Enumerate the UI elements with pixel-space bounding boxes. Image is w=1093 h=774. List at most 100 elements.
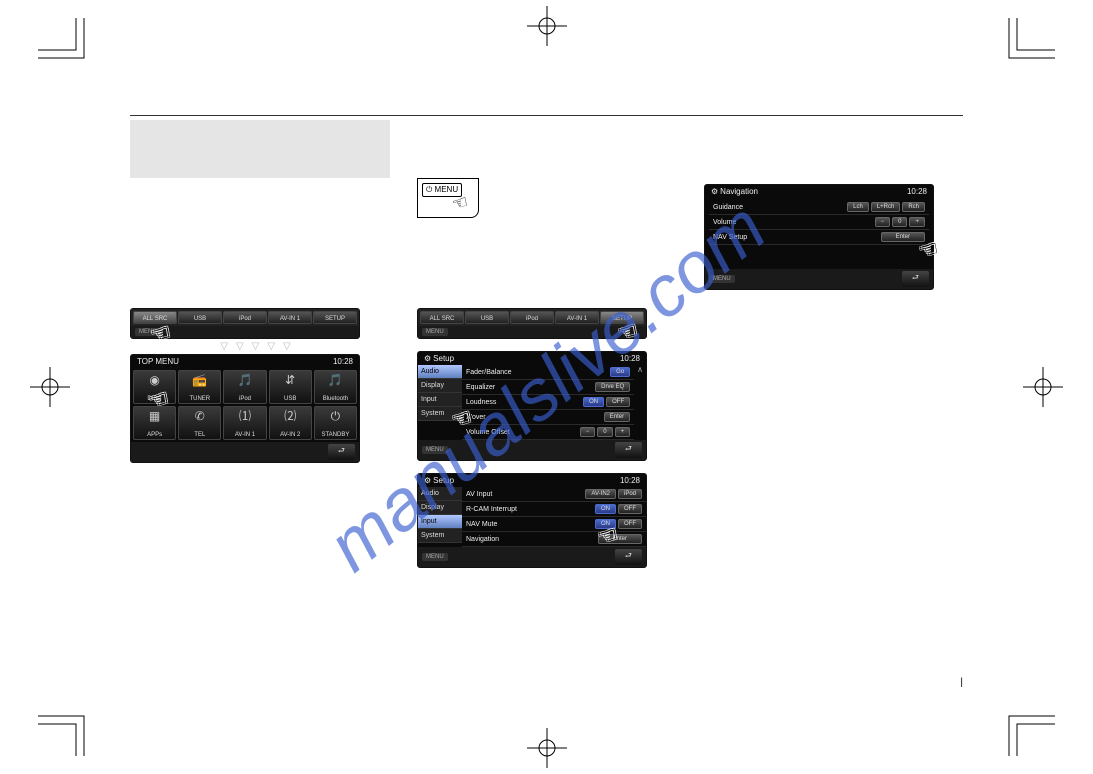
setting-label: AV Input: [466, 491, 492, 498]
tab-ipod[interactable]: iPod: [510, 311, 554, 324]
hand-icon: ☜: [450, 191, 471, 215]
back-button[interactable]: ⮐: [902, 271, 929, 287]
setup-input-screen: Setup 10:28 AudioDisplayInputSystem AV In…: [417, 473, 647, 568]
setting-label: Equalizer: [466, 384, 495, 391]
option-button[interactable]: OFF: [618, 519, 642, 529]
option-button[interactable]: Go: [610, 367, 630, 377]
column-1: ALL SRC USB iPod AV-IN 1 SETUP MENU ☜ ▽▽…: [130, 178, 389, 568]
source-bluetooth[interactable]: 🎵Bluetooth: [314, 370, 357, 404]
column-3: Navigation 10:28 Guidance LchL+RchRch Volum…: [704, 178, 963, 568]
option-button[interactable]: Rch: [902, 202, 925, 212]
option-button[interactable]: −: [580, 427, 596, 437]
heading-placeholder: [130, 120, 390, 178]
option-button[interactable]: iPod: [618, 489, 642, 499]
option-button[interactable]: 0: [892, 217, 907, 227]
shortcut-bar-screen: ALL SRC USB iPod AV-IN 1 SETUP MENU ☜: [130, 308, 360, 339]
setting-row: AV Input AV-IN2iPod: [462, 487, 646, 502]
crop-mark-br: [1005, 706, 1055, 756]
setting-row: Fader/Balance Go: [462, 365, 634, 380]
setting-row: NAV SetupEnter: [709, 230, 929, 245]
setting-label: Navigation: [466, 536, 499, 543]
option-button[interactable]: ON: [595, 504, 616, 514]
option-button[interactable]: 0: [597, 427, 612, 437]
tab-usb[interactable]: USB: [465, 311, 509, 324]
clock: 10:28: [333, 357, 353, 366]
menu-chip: MENU: [709, 275, 735, 283]
clock: 10:28: [907, 187, 927, 196]
reg-mark-right: [1023, 367, 1063, 407]
navigation-screen: Navigation 10:28 Guidance LchL+RchRch Volum…: [704, 184, 934, 290]
setting-row: NAV MuteONOFF: [462, 517, 646, 532]
tab-usb[interactable]: USB: [178, 311, 222, 324]
setup-title: Setup: [424, 354, 454, 363]
option-button[interactable]: OFF: [606, 397, 630, 407]
tab-setup[interactable]: SETUP: [313, 311, 357, 324]
source-standby[interactable]: ⏻STANDBY: [314, 406, 357, 440]
crop-mark-tl: [38, 18, 88, 68]
crop-mark-tr: [1005, 18, 1055, 68]
tab-avin1[interactable]: AV-IN 1: [555, 311, 599, 324]
tab-avin1[interactable]: AV-IN 1: [268, 311, 312, 324]
option-button[interactable]: +: [909, 217, 925, 227]
sidetab-audio[interactable]: Audio: [418, 365, 462, 379]
top-menu-title: TOP MENU: [137, 357, 179, 366]
crop-mark-bl: [38, 706, 88, 756]
menu-chip: MENU: [422, 328, 448, 336]
option-button[interactable]: ON: [583, 397, 604, 407]
setting-row: Guidance LchL+RchRch: [709, 200, 929, 215]
setup-title: Setup: [424, 476, 454, 485]
setting-label: Volume: [713, 219, 736, 226]
option-button[interactable]: OFF: [618, 504, 642, 514]
option-button[interactable]: +: [615, 427, 631, 437]
sidetab-display[interactable]: Display: [418, 501, 462, 515]
sidetab-display[interactable]: Display: [418, 379, 462, 393]
source-av-in 1[interactable]: ⑴AV-IN 1: [223, 406, 266, 440]
setting-label: Guidance: [713, 204, 743, 211]
setting-label: Fader/Balance: [466, 369, 512, 376]
setting-label: Loudness: [466, 399, 496, 406]
page-content: ALL SRC USB iPod AV-IN 1 SETUP MENU ☜ ▽▽…: [130, 115, 963, 674]
reg-mark-bottom: [527, 728, 567, 768]
source-usb[interactable]: ⇵USB: [269, 370, 312, 404]
back-button[interactable]: ⮐: [615, 442, 642, 458]
setting-row: X'overEnter: [462, 410, 634, 425]
shortcut-bar-screen-2: ALL SRC USB iPod AV-IN 1 SETUP MENU ☜: [417, 308, 647, 339]
option-button[interactable]: Lch: [847, 202, 869, 212]
clock: 10:28: [620, 476, 640, 485]
option-button[interactable]: Enter: [604, 412, 630, 422]
setup-audio-screen: Setup10:28 AudioDisplayInputSystem Fader…: [417, 351, 647, 461]
menu-chip: MENU: [422, 553, 448, 561]
back-button[interactable]: ⮐: [615, 549, 642, 565]
back-button[interactable]: ⮐: [328, 444, 355, 460]
setting-label: R-CAM Interrupt: [466, 506, 517, 513]
menu-chip: MENU: [422, 446, 448, 454]
sidetab-audio[interactable]: Audio: [418, 487, 462, 501]
top-menu-screen: TOP MENU 10:28 ◉DISC📻TUNER🎵iPod⇵USB🎵Blue…: [130, 354, 360, 463]
setting-label: NAV Mute: [466, 521, 497, 528]
reg-mark-top: [527, 6, 567, 46]
sidetab-input[interactable]: Input: [418, 393, 462, 407]
clock: 10:28: [620, 354, 640, 363]
sidetab-input[interactable]: Input: [418, 515, 462, 529]
column-2: ⏻ MENU ☜ ALL SRC USB iPod AV-IN 1 SETUP …: [417, 178, 676, 568]
setting-row: Volume Offset−0+: [462, 425, 634, 440]
source-av-in 2[interactable]: ⑵AV-IN 2: [269, 406, 312, 440]
menu-button-illustration: ⏻ MENU ☜: [417, 178, 479, 218]
source-ipod[interactable]: 🎵iPod: [223, 370, 266, 404]
option-button[interactable]: AV-IN2: [585, 489, 616, 499]
sidetab-system[interactable]: System: [418, 529, 462, 543]
top-rule: [130, 115, 963, 116]
scroll-up-icon[interactable]: ∧: [634, 365, 646, 440]
navigation-title: Navigation: [711, 187, 758, 196]
setting-row: Loudness ONOFF: [462, 395, 634, 410]
setting-row: Volume −0+: [709, 215, 929, 230]
option-button[interactable]: −: [875, 217, 891, 227]
setting-label: NAV Setup: [713, 234, 747, 241]
source-tel[interactable]: ✆TEL: [178, 406, 221, 440]
tab-ipod[interactable]: iPod: [223, 311, 267, 324]
option-button[interactable]: Drve EQ: [595, 382, 630, 392]
source-tuner[interactable]: 📻TUNER: [178, 370, 221, 404]
setting-row: R-CAM Interrupt ONOFF: [462, 502, 646, 517]
tab-allsrc[interactable]: ALL SRC: [420, 311, 464, 324]
option-button[interactable]: L+Rch: [871, 202, 901, 212]
